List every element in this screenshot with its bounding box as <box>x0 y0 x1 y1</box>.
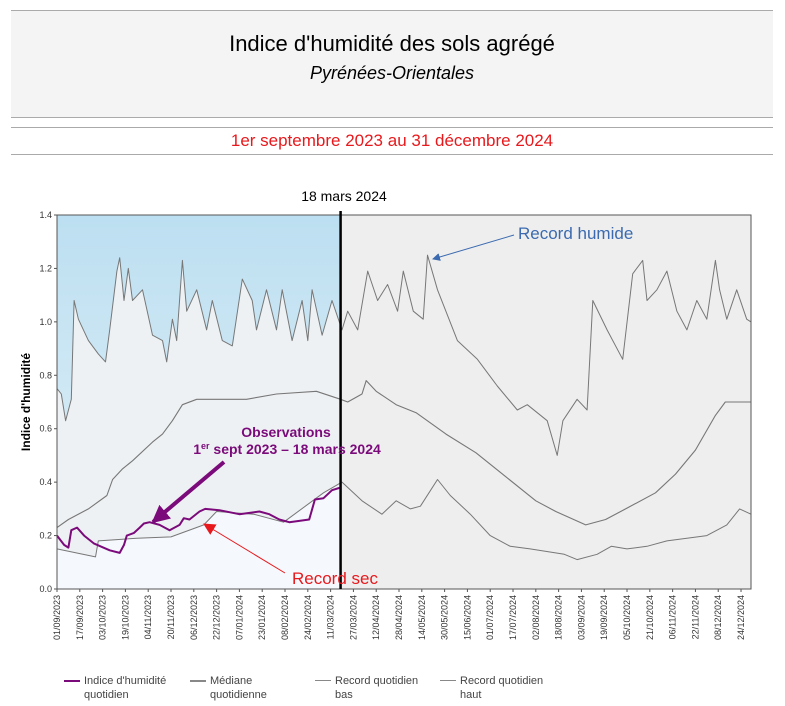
legend-median: Médiane quotidienne <box>190 674 267 702</box>
x-tick-label: 07/01/2024 <box>234 595 244 640</box>
legend-high-record: Record quotidien haut <box>440 674 544 702</box>
x-tick-label: 17/07/2024 <box>508 595 518 640</box>
x-tick-label: 28/04/2024 <box>394 595 404 640</box>
x-tick-label: 06/12/2023 <box>189 595 199 640</box>
header-box: Indice d'humidité des sols agrégé Pyréné… <box>11 10 773 118</box>
x-tick-label: 08/12/2024 <box>713 595 723 640</box>
obs-rest: sept 2023 – 18 mars 2024 <box>210 441 381 457</box>
x-tick-label: 17/09/2023 <box>75 595 85 640</box>
legend-observed: Indice d'humidité quotidien <box>64 674 167 702</box>
x-tick-label: 01/09/2023 <box>52 595 62 640</box>
x-tick-label: 03/10/2023 <box>98 595 108 640</box>
series-line-observed <box>56 486 341 554</box>
x-tick-label: 24/02/2024 <box>303 595 313 640</box>
legend-label: Médiane <box>210 675 253 687</box>
dry-zone <box>57 482 341 589</box>
x-tick-label: 06/11/2024 <box>668 595 678 639</box>
x-tick-label: 15/06/2024 <box>462 595 472 640</box>
observations-period: 1er sept 2023 – 18 mars 2024 <box>193 441 381 457</box>
marker-label: 18 mars 2024 <box>301 188 387 204</box>
series-line-high <box>56 254 752 456</box>
y-tick-label: 0.4 <box>39 477 52 487</box>
y-tick-label: 0.6 <box>39 424 52 434</box>
legend-label: bas <box>335 689 353 701</box>
x-tick-label: 01/07/2024 <box>485 595 495 640</box>
page-title: Indice d'humidité des sols agrégé <box>229 31 555 56</box>
x-tick-label: 12/04/2024 <box>371 595 381 640</box>
plot-frame <box>56 214 752 590</box>
x-tick-label: 11/03/2024 <box>326 595 336 639</box>
y-tick-label: 0.2 <box>39 531 52 541</box>
legend-label: Indice d'humidité <box>84 675 167 687</box>
y-tick-label: 1.2 <box>39 263 52 273</box>
observations-arrow <box>151 460 226 524</box>
series-line-low <box>56 479 752 561</box>
legend-low-record: Record quotidien bas <box>315 674 419 702</box>
legend-label: quotidien <box>84 689 129 701</box>
x-tick-label: 08/02/2024 <box>280 595 290 640</box>
x-tick-label: 19/10/2023 <box>120 595 130 640</box>
observations-label: Observations <box>241 424 331 440</box>
x-tick-label: 30/05/2024 <box>440 595 450 640</box>
annotation-observations: Observations 1er sept 2023 – 18 mars 202… <box>151 424 381 524</box>
annotation-wet-record: Record humide <box>432 224 633 261</box>
wet-record-arrow <box>432 234 515 261</box>
x-tick-label: 24/12/2024 <box>736 595 746 640</box>
x-tick-label: 14/05/2024 <box>417 595 427 640</box>
obs-sup: er <box>201 441 210 451</box>
x-tick-label: 22/12/2023 <box>212 595 222 640</box>
page-subtitle: Pyrénées-Orientales <box>309 63 475 83</box>
wet-record-label: Record humide <box>518 224 633 243</box>
legend-label: quotidienne <box>210 689 267 701</box>
dry-record-label: Record sec <box>292 569 378 588</box>
future-zone <box>340 215 751 589</box>
y-axis-label: Indice d'humidité <box>19 353 33 452</box>
y-tick-label: 1.4 <box>39 210 52 220</box>
legend-label: Record quotidien <box>335 675 419 687</box>
legend-swatch <box>440 680 456 681</box>
x-tick-label: 27/03/2024 <box>348 595 358 640</box>
legend-label: Record quotidien <box>460 675 544 687</box>
legend-swatch <box>64 680 80 682</box>
obs-prefix: 1 <box>193 441 201 457</box>
x-tick-label: 04/11/2023 <box>143 595 153 639</box>
between-records-zone <box>57 257 341 589</box>
x-tick-label: 18/08/2024 <box>554 595 564 640</box>
legend-swatch <box>190 680 206 682</box>
x-tick-label: 22/11/2024 <box>690 595 700 639</box>
x-tick-label: 20/11/2023 <box>166 595 176 639</box>
annotation-dry-record: Record sec <box>203 523 378 588</box>
y-tick-label: 0.0 <box>39 584 52 594</box>
legend-label: haut <box>460 689 482 701</box>
x-tick-label: 23/01/2024 <box>257 595 267 640</box>
period-label: 1er septembre 2023 au 31 décembre 2024 <box>11 127 773 155</box>
x-tick-label: 02/08/2024 <box>531 595 541 640</box>
y-tick-label: 1.0 <box>39 317 52 327</box>
series-line-median <box>56 380 751 529</box>
dry-record-arrow <box>203 523 286 574</box>
x-tick-label: 19/09/2024 <box>599 595 609 640</box>
legend-swatch <box>315 680 331 681</box>
x-tick-label: 21/10/2024 <box>645 595 655 640</box>
x-tick-label: 05/10/2024 <box>622 595 632 640</box>
x-tick-label: 03/09/2024 <box>576 595 586 640</box>
y-tick-label: 0.8 <box>39 370 52 380</box>
